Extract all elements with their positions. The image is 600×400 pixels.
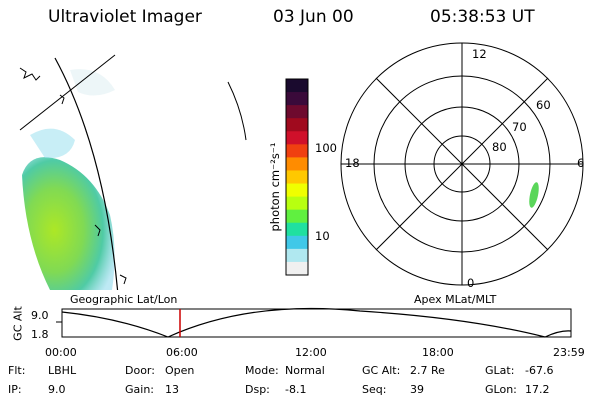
colorbar-segment bbox=[286, 131, 308, 145]
orbit-timeline bbox=[56, 307, 572, 338]
time-tick-3: 18:00 bbox=[422, 346, 454, 359]
colorbar-segment bbox=[286, 144, 308, 158]
date-label: 03 Jun 00 bbox=[273, 7, 354, 27]
aurora-scatter bbox=[30, 128, 75, 159]
info-value: Normal bbox=[285, 364, 325, 377]
colorbar-tick-100: 100 bbox=[315, 141, 337, 155]
colorbar-segment bbox=[286, 183, 308, 198]
latlon-line-2 bbox=[54, 57, 119, 290]
colorbar-segment bbox=[286, 222, 308, 237]
geographic-image bbox=[19, 54, 247, 290]
coastline bbox=[19, 67, 65, 105]
info-key: Door: bbox=[125, 364, 155, 377]
mlt-label-18: 18 bbox=[345, 156, 360, 170]
altitude-curve bbox=[61, 307, 572, 338]
colorbar-segment bbox=[286, 105, 308, 119]
info-value: 13 bbox=[165, 383, 179, 396]
mlat-label-80: 80 bbox=[492, 140, 507, 154]
timeline-frame bbox=[61, 308, 572, 338]
polar-diag-2 bbox=[375, 77, 549, 251]
info-value: 2.7 Re bbox=[410, 364, 445, 377]
info-key: Flt: bbox=[8, 364, 26, 377]
colorbar-segment bbox=[286, 209, 308, 224]
info-key: Mode: bbox=[245, 364, 279, 377]
time-tick-2: 12:00 bbox=[295, 346, 327, 359]
time-tick-0: 00:00 bbox=[45, 346, 77, 359]
info-value: Open bbox=[165, 364, 195, 377]
info-value: 9.0 bbox=[48, 383, 66, 396]
timeline-left-title: Geographic Lat/Lon bbox=[70, 293, 178, 306]
polar-plot bbox=[340, 42, 584, 286]
timeline-y-axis-label: GC Alt bbox=[11, 306, 25, 341]
mlt-label-0: 0 bbox=[467, 276, 475, 290]
coastline-2 bbox=[94, 224, 127, 285]
info-key: Dsp: bbox=[245, 383, 270, 396]
colorbar-segment bbox=[286, 92, 308, 106]
colorbar-segment bbox=[286, 157, 308, 171]
time-label: 05:38:53 UT bbox=[430, 7, 535, 27]
colorbar-tick-10: 10 bbox=[315, 229, 330, 243]
info-key: Seq: bbox=[362, 383, 387, 396]
polar-aurora-spot bbox=[529, 182, 539, 208]
mlt-label-12: 12 bbox=[472, 47, 487, 61]
info-value: -8.1 bbox=[285, 383, 307, 396]
time-tick-1: 06:00 bbox=[166, 346, 198, 359]
color-bar-frame bbox=[285, 78, 309, 276]
colorbar-segment bbox=[286, 79, 308, 93]
info-key: IP: bbox=[8, 383, 22, 396]
latlon-line-3 bbox=[227, 81, 247, 141]
colorbar-unit-label: photon cm⁻²s⁻¹ bbox=[268, 142, 282, 232]
info-key: GLon: bbox=[485, 383, 517, 396]
info-value: 39 bbox=[410, 383, 424, 396]
colorbar-segment bbox=[286, 170, 308, 185]
colorbar-segment bbox=[286, 235, 308, 250]
info-value: -67.6 bbox=[525, 364, 554, 377]
info-value: LBHL bbox=[48, 364, 77, 377]
timeline-y-max: 9.0 bbox=[31, 309, 49, 322]
info-key: Gain: bbox=[125, 383, 154, 396]
mlat-label-70: 70 bbox=[512, 120, 527, 134]
info-value: 17.2 bbox=[525, 383, 550, 396]
mlt-label-6: 6 bbox=[577, 156, 585, 170]
time-tick-4: 23:59 bbox=[553, 346, 585, 359]
colorbar-segment bbox=[286, 248, 308, 263]
colorbar-segment bbox=[286, 196, 308, 211]
info-key: GC Alt: bbox=[362, 364, 401, 377]
timeline-right-title: Apex MLat/MLT bbox=[414, 293, 497, 306]
info-key: GLat: bbox=[485, 364, 515, 377]
aurora-scatter-upper bbox=[70, 69, 115, 96]
colorbar-segment bbox=[286, 261, 308, 276]
color-bar bbox=[286, 79, 308, 276]
timeline-y-min: 1.8 bbox=[31, 328, 49, 341]
instrument-title: Ultraviolet Imager bbox=[48, 7, 202, 27]
aurora-region bbox=[22, 157, 115, 290]
latlon-line-1 bbox=[19, 54, 116, 131]
mlat-label-60: 60 bbox=[536, 98, 551, 112]
colorbar-segment bbox=[286, 118, 308, 132]
